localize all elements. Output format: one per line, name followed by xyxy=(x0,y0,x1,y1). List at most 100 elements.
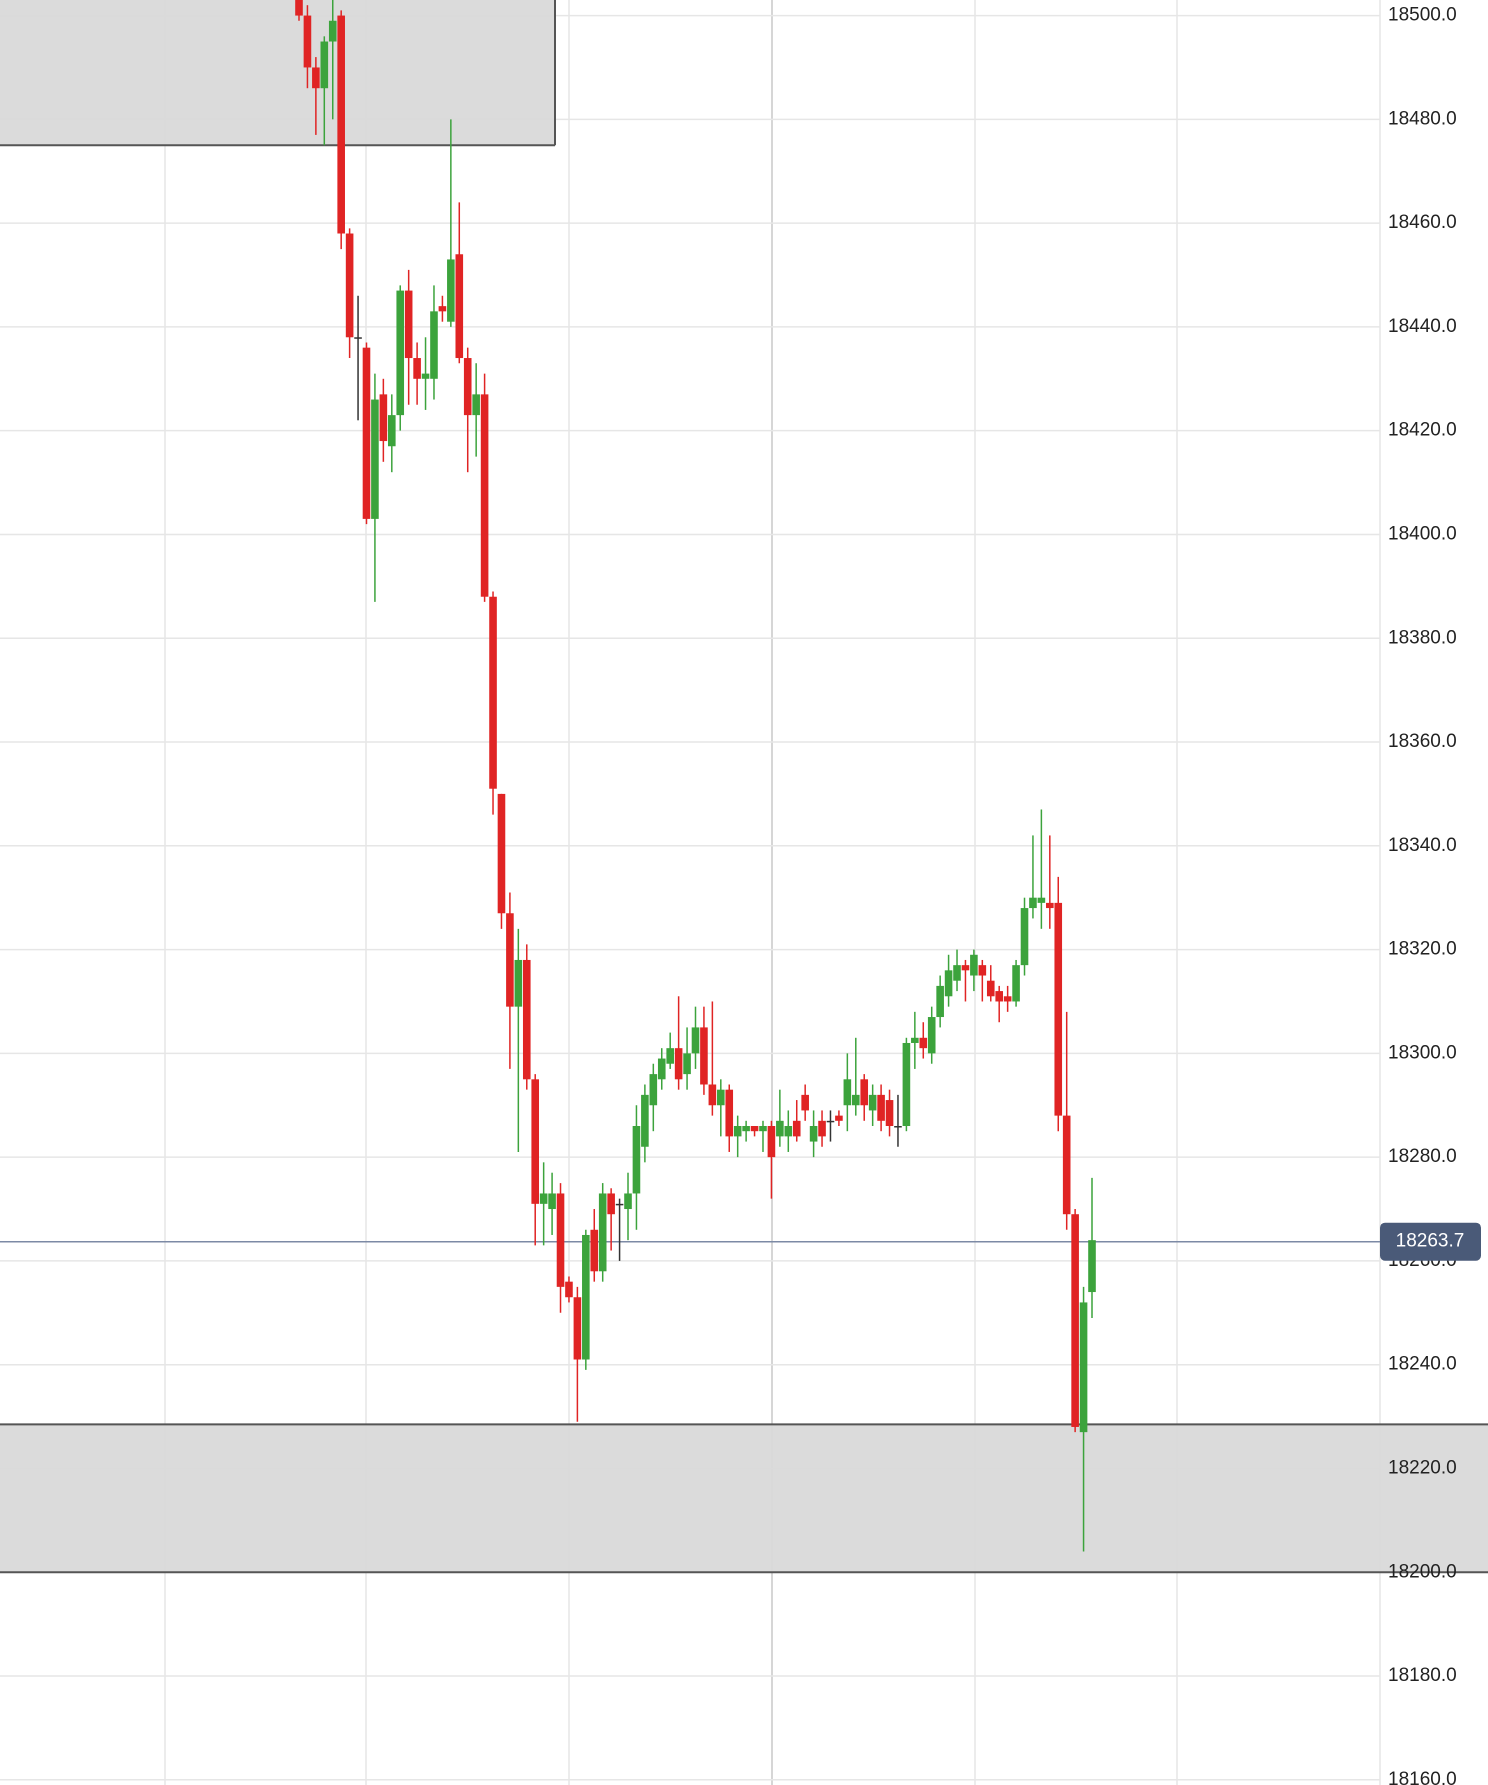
last-price-badge xyxy=(1380,1222,1481,1261)
candle-body xyxy=(776,1120,784,1137)
candle-body xyxy=(447,259,455,322)
candle-body xyxy=(598,1193,607,1272)
candle-body xyxy=(657,1058,666,1080)
candle-body xyxy=(565,1281,573,1298)
candle-body xyxy=(337,15,345,234)
candle-body xyxy=(556,1193,565,1287)
candle-body xyxy=(725,1089,734,1137)
candle-body xyxy=(506,913,514,1007)
candle-body xyxy=(986,980,995,997)
candle-body xyxy=(717,1089,725,1106)
y-tick-label: 18220.0 xyxy=(1388,1457,1457,1478)
candle-body xyxy=(801,1094,809,1111)
candle-body xyxy=(843,1079,852,1106)
candle-body xyxy=(641,1094,649,1147)
candle-body xyxy=(944,970,953,997)
candle-body xyxy=(1020,908,1029,966)
candle-body xyxy=(784,1126,793,1137)
y-tick-label: 18300.0 xyxy=(1388,1042,1457,1063)
candle-body xyxy=(345,233,354,338)
candle-body xyxy=(1079,1302,1088,1433)
y-tick-label: 18320.0 xyxy=(1388,939,1457,960)
candle-body xyxy=(303,15,312,68)
candle-body xyxy=(362,347,371,519)
candle-body xyxy=(480,394,489,597)
candle-body xyxy=(835,1115,843,1121)
candle-body xyxy=(733,1126,742,1137)
candle-body xyxy=(1046,902,1054,909)
candle-body xyxy=(970,954,978,976)
candle-body xyxy=(379,394,388,442)
candle-body xyxy=(371,399,379,519)
y-tick-label: 18420.0 xyxy=(1388,420,1457,441)
candle-body xyxy=(885,1100,894,1127)
candle-body xyxy=(396,290,405,416)
candle-body xyxy=(615,1203,624,1206)
candle-body xyxy=(1054,902,1063,1116)
candle-body xyxy=(767,1126,776,1158)
candle-body xyxy=(539,1193,548,1204)
candle-body xyxy=(911,1037,919,1043)
y-tick-label: 18340.0 xyxy=(1388,835,1457,856)
candle-body xyxy=(387,415,396,447)
candle-body xyxy=(1029,897,1037,909)
y-tick-label: 18160.0 xyxy=(1388,1769,1457,1785)
candle-body xyxy=(674,1048,683,1080)
y-tick-label: 18240.0 xyxy=(1388,1354,1457,1375)
candle-body xyxy=(877,1094,885,1121)
candle-body xyxy=(632,1126,641,1194)
y-tick-label: 18280.0 xyxy=(1388,1146,1457,1167)
y-tick-label: 18500.0 xyxy=(1388,5,1457,26)
y-tick-label: 18180.0 xyxy=(1388,1665,1457,1686)
candle-body xyxy=(700,1027,708,1085)
candle-body xyxy=(1037,897,1046,903)
candle-body xyxy=(590,1229,599,1272)
candle-body xyxy=(851,1094,860,1106)
y-tick-label: 18380.0 xyxy=(1388,627,1457,648)
candle-body xyxy=(649,1074,658,1106)
candle-body xyxy=(1071,1214,1079,1427)
candle-body xyxy=(354,337,362,339)
candle-body xyxy=(860,1079,869,1106)
candle-body xyxy=(1062,1115,1071,1215)
candle-body xyxy=(742,1126,750,1132)
candle-body xyxy=(312,67,320,89)
candle-body xyxy=(708,1084,717,1106)
candle-body xyxy=(919,1037,928,1049)
candle-body xyxy=(978,965,987,976)
candle-body xyxy=(936,985,944,1018)
candle-body xyxy=(1088,1240,1096,1293)
candle-body xyxy=(995,991,1004,1002)
y-tick-label: 18200.0 xyxy=(1388,1561,1457,1582)
candle-body xyxy=(522,959,531,1080)
candle-body xyxy=(809,1126,818,1142)
zone xyxy=(0,1424,1488,1573)
candle-body xyxy=(818,1120,826,1137)
candle-body xyxy=(624,1193,632,1210)
last-price-label: 18263.7 xyxy=(1396,1231,1465,1252)
zone xyxy=(0,0,555,146)
candle-body xyxy=(489,596,497,789)
candle-body xyxy=(961,965,970,971)
candle-body xyxy=(826,1120,835,1123)
candle-body xyxy=(868,1094,877,1111)
candle-body xyxy=(438,306,447,312)
y-tick-label: 18400.0 xyxy=(1388,523,1457,544)
candle-body xyxy=(894,1126,902,1128)
candle-body xyxy=(953,965,961,981)
candle-body xyxy=(573,1297,582,1360)
candle-body xyxy=(455,254,464,359)
candle-body xyxy=(404,290,413,359)
y-tick-label: 18460.0 xyxy=(1388,212,1457,233)
candle-body xyxy=(514,959,523,1007)
y-tick-label: 18360.0 xyxy=(1388,731,1457,752)
candle-body xyxy=(430,311,438,379)
y-tick-label: 18480.0 xyxy=(1388,108,1457,129)
candle-body xyxy=(421,373,430,379)
candle-body xyxy=(472,394,480,416)
candle-body xyxy=(666,1048,674,1064)
candle-body xyxy=(1012,965,1020,1002)
candle-body xyxy=(683,1053,691,1075)
candle-body xyxy=(1003,996,1012,1002)
